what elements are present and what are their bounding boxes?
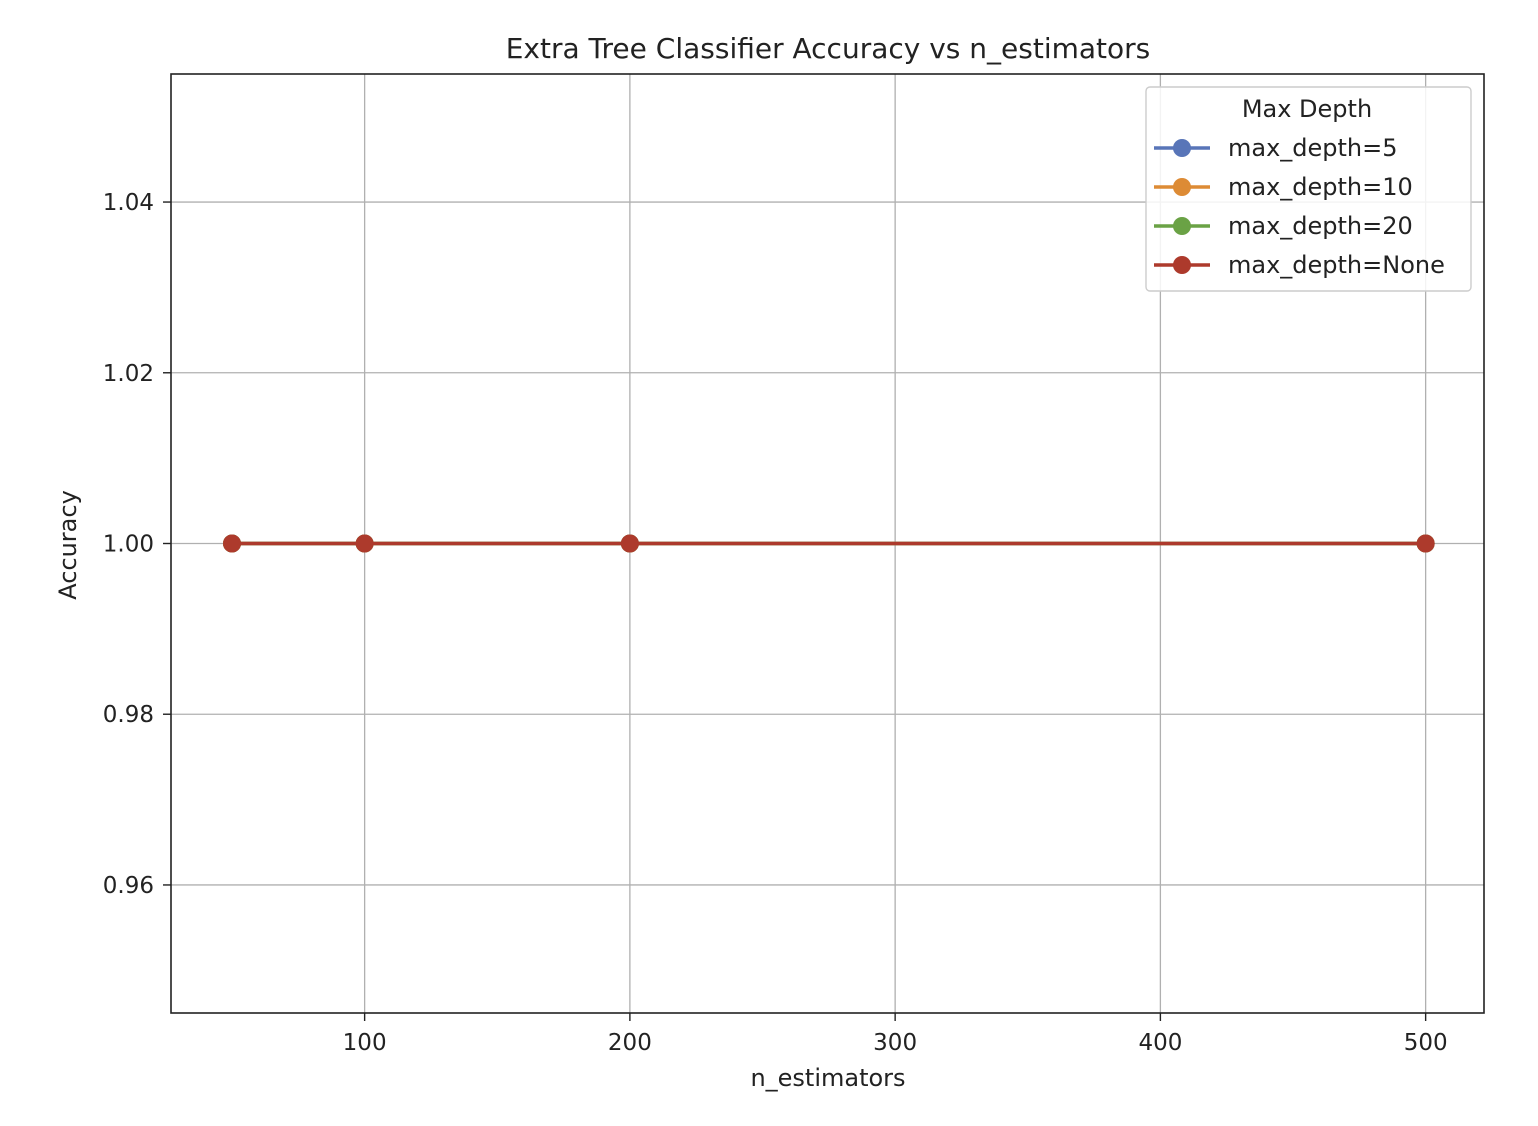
legend-label: max_depth=20 (1228, 212, 1413, 240)
axis-ticks: 100 200 300 400 500 0.96 0.98 1.00 1.02 1.04 (103, 190, 1448, 1056)
legend-label: max_depth=10 (1228, 173, 1413, 201)
legend-label: max_depth=None (1228, 251, 1445, 279)
x-tick-label: 500 (1404, 1030, 1448, 1056)
legend-label: max_depth=5 (1228, 134, 1398, 162)
x-axis-label: n_estimators (750, 1064, 905, 1092)
series-point (355, 534, 374, 553)
x-tick-label: 200 (608, 1030, 652, 1056)
x-tick-label: 300 (873, 1030, 917, 1056)
series-point (223, 534, 242, 553)
legend-marker (1173, 217, 1191, 235)
y-tick-label: 1.02 (103, 361, 154, 387)
y-tick-label: 0.98 (103, 702, 154, 728)
legend-marker (1173, 256, 1191, 274)
legend: Max Depth max_depth=5max_depth=10max_dep… (1145, 86, 1472, 292)
y-tick-label: 0.96 (103, 873, 154, 899)
y-axis-label: Accuracy (54, 490, 82, 600)
legend-box (1145, 86, 1472, 292)
legend-title: Max Depth (1242, 95, 1372, 123)
y-tick-label: 1.00 (103, 532, 154, 558)
x-tick-label: 100 (343, 1030, 387, 1056)
series-point (620, 534, 639, 553)
series-point (1416, 534, 1435, 553)
legend-items: max_depth=5 max_depth=10 max_depth=20 max_d… (1154, 134, 1445, 279)
legend-marker (1173, 178, 1191, 196)
x-tick-label: 400 (1138, 1030, 1182, 1056)
legend-marker (1173, 139, 1191, 157)
y-tick-label: 1.04 (103, 190, 154, 216)
series-lines (223, 534, 1435, 553)
chart-title: Extra Tree Classifier Accuracy vs n_esti… (506, 32, 1151, 65)
